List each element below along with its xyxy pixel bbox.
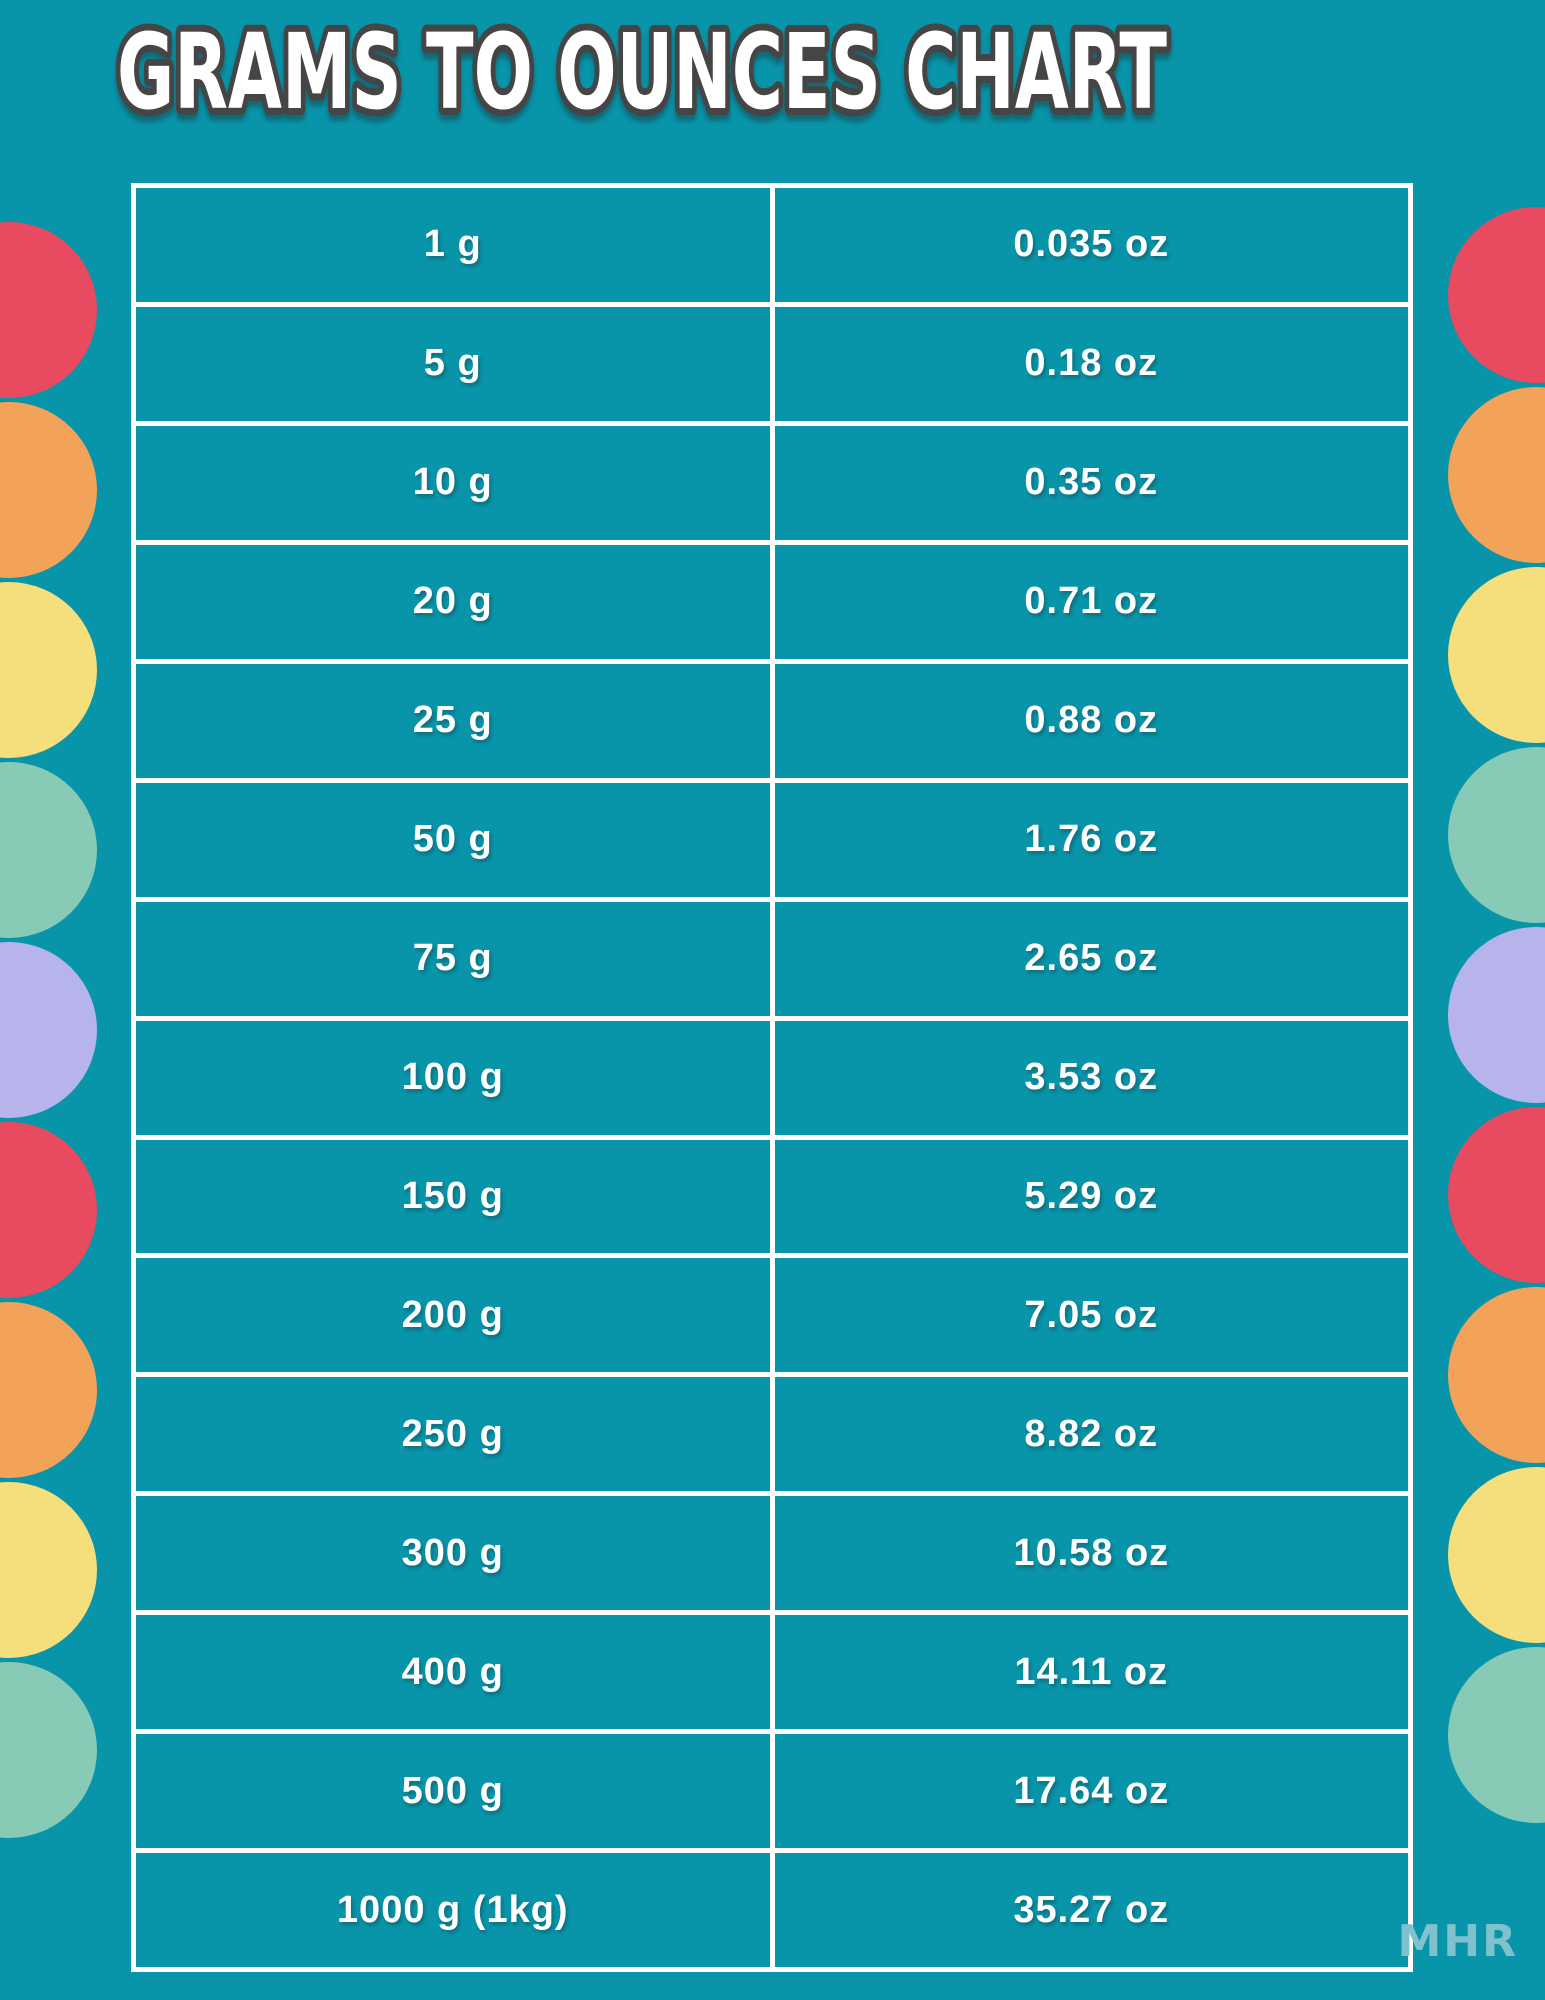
grams-cell: 50 g (412, 818, 493, 861)
ounces-cell: 0.71 oz (769, 544, 1409, 659)
grams-cell: 500 g (401, 1769, 504, 1812)
table-row: 100 g 3.53 oz (136, 1015, 1409, 1135)
grams-cell: 300 g (401, 1531, 504, 1574)
decor-circle-red (1448, 1107, 1545, 1283)
table-row: 1000 g (1kg) 35.27 oz (136, 1848, 1409, 1968)
ounces-cell: 14.11 oz (769, 1615, 1409, 1730)
table-row: 20 g 0.71 oz (136, 539, 1409, 659)
ounces-cell: 3.53 oz (769, 1020, 1409, 1135)
grams-cell: 200 g (401, 1293, 504, 1336)
ounces-cell: 17.64 oz (769, 1734, 1409, 1849)
decor-circle-orange (0, 1302, 97, 1478)
ounces-cell: 0.035 oz (769, 188, 1409, 302)
title-text: GRAMS TO OUNCES CHART (117, 11, 1167, 133)
table-row: 250 g 8.82 oz (136, 1372, 1409, 1492)
page-title: GRAMS TO OUNCES CHART (110, 2, 1174, 140)
table-row: 75 g 2.65 oz (136, 896, 1409, 1016)
table-row: 5 g 0.18 oz (136, 301, 1409, 421)
brand-logo: MHR (1397, 1916, 1518, 1967)
grams-cell: 400 g (401, 1650, 504, 1693)
ounces-cell: 8.82 oz (769, 1377, 1409, 1492)
ounces-cell: 10.58 oz (769, 1496, 1409, 1611)
title-svg: GRAMS TO OUNCES CHART (110, 4, 1174, 140)
decor-circle-lavender (0, 942, 97, 1118)
conversion-table: 1 g 0.035 oz 5 g 0.18 oz 10 g 0.35 oz 20 g 0.71… (131, 183, 1413, 1972)
decor-circle-red (0, 222, 97, 398)
grams-cell: 75 g (412, 937, 493, 980)
grams-cell: 250 g (401, 1412, 504, 1455)
grams-cell: 5 g (423, 342, 482, 385)
decor-circle-orange (1448, 1287, 1545, 1463)
grams-cell: 150 g (401, 1174, 504, 1217)
ounces-cell: 35.27 oz (769, 1853, 1409, 1968)
table-row: 25 g 0.88 oz (136, 658, 1409, 778)
decor-circle-red (0, 1122, 97, 1298)
ounces-cell: 1.76 oz (769, 782, 1409, 897)
grams-cell: 10 g (412, 461, 493, 504)
decor-circle-lavender (1448, 927, 1545, 1103)
ounces-cell: 0.88 oz (769, 663, 1409, 778)
table-row: 150 g 5.29 oz (136, 1134, 1409, 1254)
grams-cell: 1000 g (1kg) (336, 1888, 569, 1931)
table-row: 50 g 1.76 oz (136, 777, 1409, 897)
table-row: 300 g 10.58 oz (136, 1491, 1409, 1611)
ounces-cell: 0.35 oz (769, 425, 1409, 540)
grams-cell: 20 g (412, 580, 493, 623)
table-row: 10 g 0.35 oz (136, 420, 1409, 540)
ounces-cell: 7.05 oz (769, 1258, 1409, 1373)
decor-circle-yellow (0, 582, 97, 758)
grams-cell: 1 g (423, 223, 482, 266)
decor-circle-mint (1448, 1647, 1545, 1823)
decor-circle-yellow (0, 1482, 97, 1658)
ounces-cell: 0.18 oz (769, 306, 1409, 421)
decor-circle-mint (0, 762, 97, 938)
decor-circle-orange (1448, 387, 1545, 563)
ounces-cell: 2.65 oz (769, 901, 1409, 1016)
decor-circle-red (1448, 207, 1545, 383)
decor-circle-yellow (1448, 1467, 1545, 1643)
grams-cell: 25 g (412, 699, 493, 742)
decor-circle-mint (1448, 747, 1545, 923)
table-row: 400 g 14.11 oz (136, 1610, 1409, 1730)
table-row: 200 g 7.05 oz (136, 1253, 1409, 1373)
decor-circle-orange (0, 402, 97, 578)
table-row: 1 g 0.035 oz (136, 188, 1408, 302)
decor-circle-yellow (1448, 567, 1545, 743)
grams-cell: 100 g (401, 1056, 504, 1099)
decor-circle-mint (0, 1662, 97, 1838)
ounces-cell: 5.29 oz (769, 1139, 1409, 1254)
table-row: 500 g 17.64 oz (136, 1729, 1409, 1849)
